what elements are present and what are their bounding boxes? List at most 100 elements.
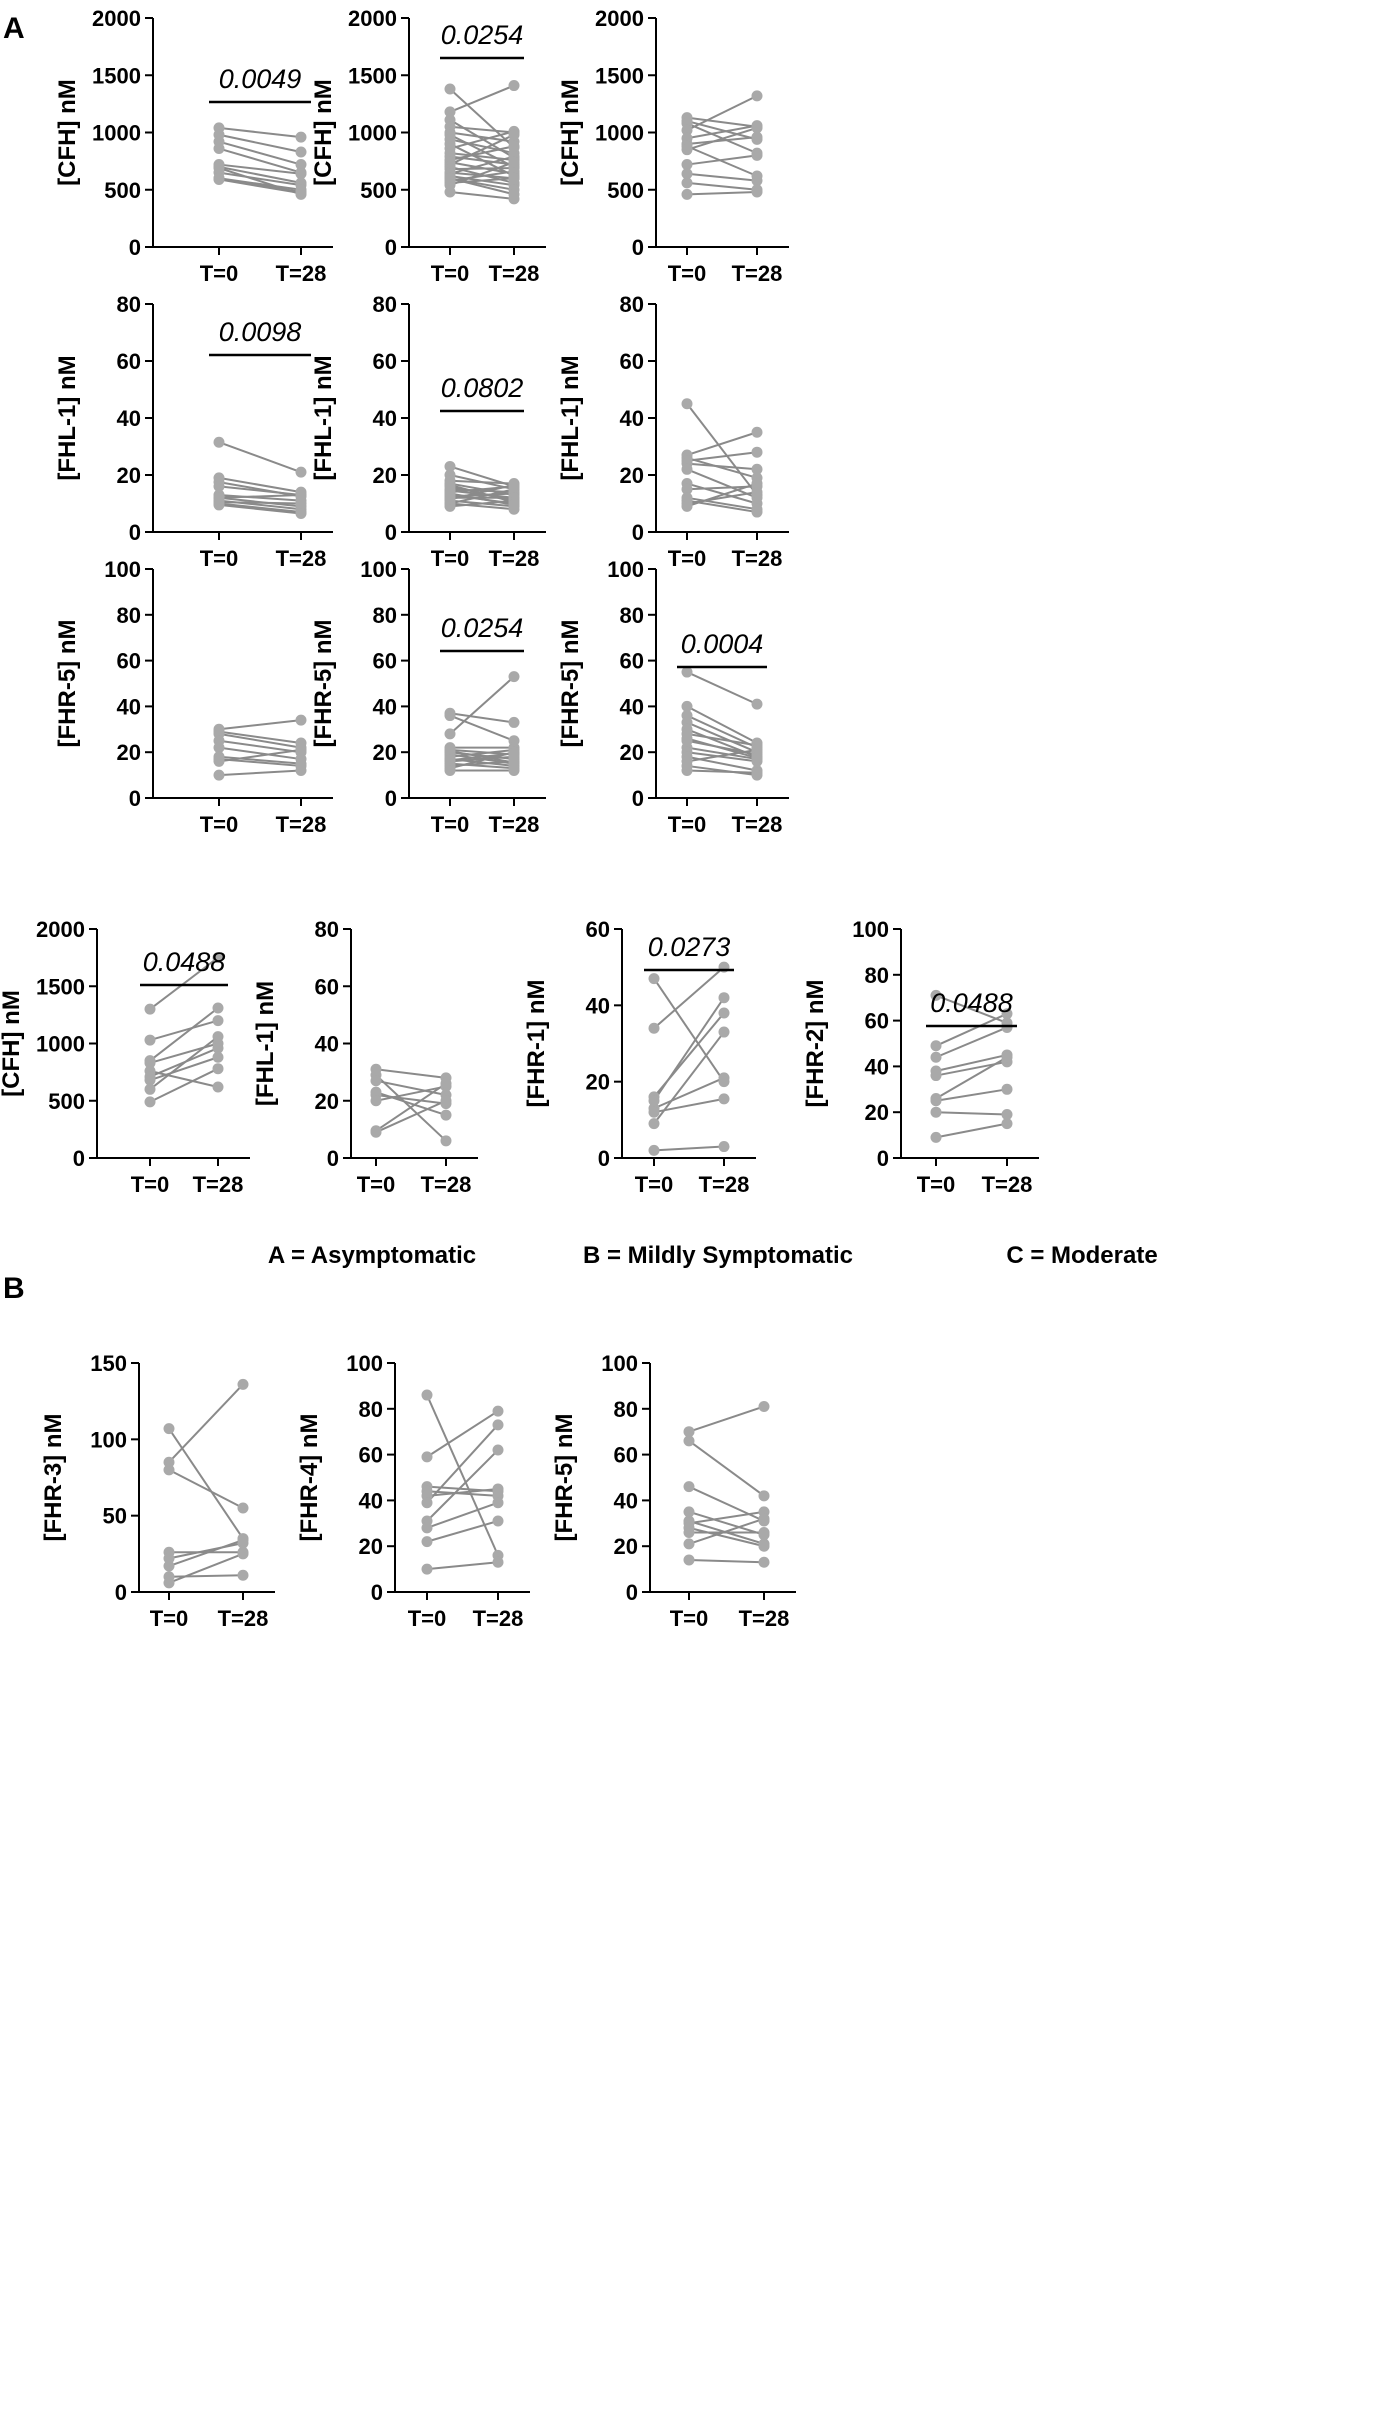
y-tick-label: 80 <box>620 603 644 628</box>
p-value-label: 0.0488 <box>143 947 226 977</box>
pair-line <box>218 748 302 763</box>
x-category-label: T=0 <box>668 546 707 571</box>
data-point-t28 <box>751 698 763 710</box>
y-tick-label: 20 <box>373 740 397 765</box>
pair-line <box>688 1510 765 1536</box>
data-point-t28 <box>237 1502 249 1514</box>
data-point-t28 <box>718 1141 730 1153</box>
data-point-t28 <box>492 1419 504 1431</box>
y-tick-label: 2000 <box>92 6 141 31</box>
data-point-t28 <box>751 486 763 498</box>
data-point-t28 <box>1001 1118 1013 1130</box>
data-point-t0 <box>370 1075 382 1087</box>
y-tick-label: 0 <box>632 786 644 811</box>
data-point-t28 <box>508 188 520 200</box>
pair-line <box>449 88 515 149</box>
data-point-t0 <box>421 1522 433 1534</box>
x-category-label: T=0 <box>431 261 470 286</box>
data-point-t0 <box>681 732 693 744</box>
pair-line <box>449 499 515 508</box>
y-tick-label: 20 <box>865 1100 889 1125</box>
y-axis-title: [CFH] nM <box>54 79 81 186</box>
pair-line <box>218 476 302 494</box>
pair-line <box>686 769 758 774</box>
y-axis-title: [FHR-3] nM <box>40 1414 67 1542</box>
y-axis-title: [CFH] nM <box>0 990 25 1097</box>
y-tick-label: 80 <box>373 603 397 628</box>
data-point-t28 <box>212 1051 224 1063</box>
y-tick-label: 1000 <box>595 121 644 146</box>
data-point-t28 <box>718 1072 730 1084</box>
data-point-t0 <box>444 172 456 184</box>
data-point-t28 <box>295 168 307 180</box>
pair-line <box>686 172 758 182</box>
pair-line <box>449 133 515 166</box>
data-point-t0 <box>370 1095 382 1107</box>
pair-line <box>686 145 758 177</box>
pair-line <box>168 1468 244 1509</box>
data-point-t28 <box>751 186 763 198</box>
pair-line <box>653 978 725 1083</box>
pair-line <box>168 1383 244 1463</box>
data-point-t0 <box>144 1083 156 1095</box>
y-tick-label: 2000 <box>595 6 644 31</box>
y-tick-label: 0 <box>129 786 141 811</box>
pair-line <box>449 133 515 168</box>
x-category-label: T=28 <box>732 812 783 837</box>
data-point-t0 <box>683 1435 695 1447</box>
y-tick-label: 80 <box>620 292 644 317</box>
data-point-t0 <box>930 1040 942 1052</box>
y-tick-label: 100 <box>852 917 889 942</box>
pair-line <box>426 1394 499 1556</box>
x-category-label: T=28 <box>473 1606 524 1631</box>
x-category-label: T=28 <box>732 261 783 286</box>
pair-line <box>218 755 302 765</box>
data-point-t28 <box>508 499 520 511</box>
x-category-label: T=28 <box>489 546 540 571</box>
pair-line <box>686 462 758 471</box>
data-point-t0 <box>444 186 456 198</box>
data-point-t28 <box>758 1490 770 1502</box>
data-point-t0 <box>681 666 693 678</box>
data-point-t0 <box>681 177 693 189</box>
pair-line <box>218 126 302 139</box>
data-point-t0 <box>163 1552 175 1564</box>
y-tick-label: 40 <box>620 406 644 431</box>
pair-line <box>426 1424 499 1504</box>
y-tick-label: 1500 <box>36 974 85 999</box>
y-axis-title: [FHL-1] nM <box>310 355 337 480</box>
chart-12: 0 20 40 60 T=0 T=28 [FHR-1] nM 0.0273 <box>523 917 756 1197</box>
data-point-t28 <box>508 716 520 728</box>
y-tick-label: 40 <box>117 406 141 431</box>
pair-line <box>375 1094 447 1105</box>
x-category-label: T=0 <box>150 1606 189 1631</box>
data-point-t28 <box>1001 1008 1013 1020</box>
chart-7: 0 20 40 60 80 100 T=0 T=28 [FHR-5] nM <box>54 557 333 837</box>
data-point-t28 <box>508 129 520 141</box>
data-point-t0 <box>444 479 456 491</box>
data-point-t28 <box>492 1444 504 1456</box>
pair-line <box>686 154 758 166</box>
pair-line <box>686 746 758 761</box>
pair-line <box>449 125 515 134</box>
data-point-t0 <box>370 1126 382 1138</box>
data-point-t28 <box>492 1483 504 1495</box>
data-point-t28 <box>492 1515 504 1527</box>
x-category-label: T=0 <box>670 1606 709 1631</box>
data-point-t0 <box>648 1106 660 1118</box>
chart-4: 0 20 40 60 80 T=0 T=28 [FHL-1] nM 0.0098 <box>54 292 333 571</box>
data-point-t28 <box>295 765 307 777</box>
data-point-t28 <box>751 767 763 779</box>
pair-line <box>426 1449 499 1522</box>
data-point-t28 <box>751 744 763 756</box>
pair-line <box>653 966 725 1029</box>
pair-line <box>168 1539 244 1567</box>
x-category-label: T=28 <box>276 261 327 286</box>
chart-15: 0 20 40 60 80 100 T=0 T=28 [FHR-4] nM <box>296 1351 530 1631</box>
x-category-label: T=28 <box>982 1172 1033 1197</box>
y-axis-title: [FHR-5] nM <box>310 620 337 748</box>
p-value-label: 0.0254 <box>441 20 524 50</box>
pair-line <box>426 1501 499 1529</box>
y-tick-label: 0 <box>129 520 141 545</box>
x-category-label: T=0 <box>357 1172 396 1197</box>
